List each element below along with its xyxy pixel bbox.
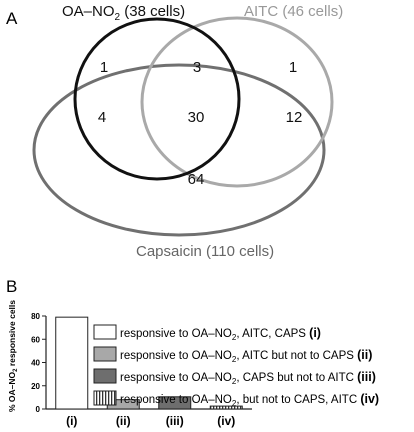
panel-a: A OA–NO2 (38 cells) AITC (46 cells) Caps… (6, 3, 343, 260)
panel-a-label: A (6, 9, 18, 28)
legend-post-iv: , but not to CAPS, AITC (236, 394, 360, 406)
x-tick-label-ii: (ii) (116, 414, 131, 428)
legend-sub-iv: 2 (232, 399, 237, 408)
oa-no2-set-name: OA–NO (62, 3, 115, 20)
y-axis-label-pre: % OA–NO (7, 371, 17, 412)
legend-item-iii: responsive to OA–NO2, CAPS but not to AI… (93, 368, 376, 386)
x-tick-label-iv: (iv) (217, 414, 235, 428)
y-axis-label-sub: 2 (13, 368, 19, 372)
legend-tag-iii: (iii) (357, 370, 376, 384)
capsaicin-set-count: (110 cells) (202, 243, 274, 260)
count-aitc-only: 1 (289, 59, 297, 76)
legend-post-i: , AITC, CAPS (236, 328, 309, 340)
legend-item-i: responsive to OA–NO2, AITC, CAPS (i) (93, 324, 321, 342)
legend-text-iv: responsive to OA–NO2, but not to CAPS, A… (120, 392, 379, 408)
bar-iii (158, 396, 192, 410)
aitc-set-name: AITC (244, 3, 278, 20)
y-axis-label: % OA–NO2 responsive cells (7, 300, 19, 412)
count-all: 30 (188, 109, 205, 126)
count-caps-only: 64 (188, 171, 205, 188)
oa-no2-set-sub: 2 (115, 12, 121, 23)
legend-tag-ii: (ii) (357, 348, 372, 362)
capsaicin-set-label: Capsaicin (110 cells) (136, 243, 274, 260)
legend-tag-iv: (iv) (360, 392, 379, 406)
y-tick-label: 40 (31, 359, 40, 368)
bars (55, 316, 243, 410)
legend: responsive to OA–NO2, AITC, CAPS (i) res… (93, 324, 379, 408)
capsaicin-set-name: Capsaicin (136, 243, 202, 260)
legend-sub-i: 2 (232, 333, 237, 342)
legend-pre-iii: responsive to OA–NO (120, 372, 232, 384)
legend-text-iii: responsive to OA–NO2, CAPS but not to AI… (120, 370, 376, 386)
x-axis-tick-labels: (i) (ii) (iii) (iv) (66, 414, 235, 428)
aitc-set-label: AITC (46 cells) (244, 3, 343, 20)
y-tick-label: 60 (31, 335, 40, 344)
legend-swatch-ii (93, 346, 117, 362)
legend-tag-i: (i) (309, 326, 321, 340)
count-oa-aitc: 3 (193, 59, 201, 76)
legend-pre-ii: responsive to OA–NO (120, 350, 232, 362)
legend-post-iii: , CAPS but not to AITC (236, 372, 357, 384)
y-tick-label: 20 (31, 382, 40, 391)
bar-i (55, 316, 89, 410)
aitc-set-count: (46 cells) (278, 3, 343, 20)
count-oa-caps: 4 (98, 109, 106, 126)
y-axis-label-post: responsive cells (7, 300, 17, 369)
legend-text-ii: responsive to OA–NO2, AITC but not to CA… (120, 348, 372, 364)
oa-no2-circle (73, 17, 241, 181)
venn-region-counts: 1 3 1 4 30 12 64 (98, 59, 303, 188)
legend-pre-i: responsive to OA–NO (120, 328, 232, 340)
legend-sub-ii: 2 (232, 355, 237, 364)
legend-text-i: responsive to OA–NO2, AITC, CAPS (i) (120, 326, 321, 342)
panel-b-label: B (6, 277, 17, 296)
legend-item-iv: responsive to OA–NO2, but not to CAPS, A… (93, 390, 379, 408)
count-oa-only: 1 (100, 59, 108, 76)
count-aitc-caps: 12 (286, 109, 303, 126)
legend-post-ii: , AITC but not to CAPS (236, 350, 357, 362)
oa-no2-set-label: OA–NO2 (38 cells) (62, 3, 185, 23)
oa-no2-set-count: (38 cells) (120, 3, 185, 20)
capsaicin-circle (32, 63, 326, 237)
x-tick-label-iii: (iii) (166, 414, 184, 428)
legend-sub-iii: 2 (232, 377, 237, 386)
x-tick-label-i: (i) (66, 414, 77, 428)
bar-iv (209, 405, 243, 410)
legend-swatch-i (93, 324, 117, 340)
y-axis-ticks: 0 20 40 60 80 (31, 312, 46, 414)
legend-pre-iv: responsive to OA–NO (120, 394, 232, 406)
y-tick-label: 80 (31, 312, 40, 321)
legend-item-ii: responsive to OA–NO2, AITC but not to CA… (93, 346, 372, 364)
aitc-circle (140, 16, 334, 188)
legend-swatch-iv (93, 390, 117, 406)
y-tick-label: 0 (36, 405, 41, 414)
legend-swatch-iii (93, 368, 117, 384)
